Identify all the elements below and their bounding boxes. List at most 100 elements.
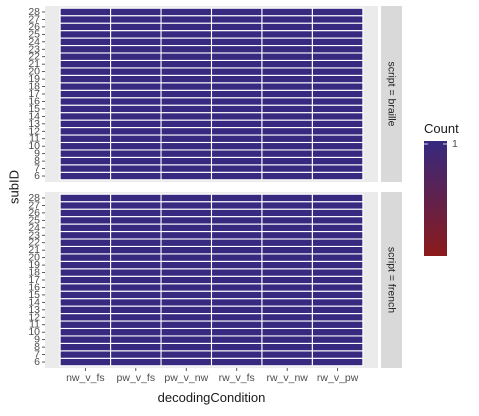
y-tick-label: 18: [28, 267, 40, 279]
heatmap-cell: [59, 305, 112, 315]
heatmap-cell: [160, 30, 213, 39]
x-tick-label: pw_v_nw: [164, 372, 208, 384]
y-tick-label: 8: [34, 155, 40, 167]
heatmap-cell: [160, 22, 213, 32]
heatmap-cell: [311, 230, 364, 240]
heatmap-cell: [261, 59, 313, 69]
heatmap-cell: [261, 149, 313, 158]
heatmap-cell: [210, 275, 263, 285]
heatmap-cell: [210, 320, 263, 330]
facet-panel-2: [45, 192, 378, 368]
heatmap-cell: [210, 171, 263, 181]
heatmap-cell: [160, 149, 213, 158]
heatmap-cell: [160, 15, 213, 24]
heatmap-cell: [59, 52, 112, 61]
heatmap-cell: [261, 104, 313, 114]
heatmap-cell: [160, 216, 213, 225]
heatmap-cell: [160, 223, 213, 233]
heatmap-cell: [311, 313, 364, 322]
heatmap-cell: [210, 335, 263, 344]
heatmap-cell: [160, 275, 213, 285]
heatmap-cell: [160, 290, 213, 300]
heatmap-cell: [160, 238, 213, 247]
heatmap-cell: [110, 283, 162, 292]
strip-background: [381, 6, 402, 182]
heatmap-cell: [261, 112, 313, 121]
heatmap-cell: [160, 193, 213, 203]
y-tick-label: 6: [34, 356, 40, 368]
heatmap-cell: [210, 164, 263, 173]
heatmap-cell: [311, 37, 364, 47]
y-tick-label: 20: [28, 252, 40, 264]
heatmap-cell: [59, 127, 112, 136]
heatmap-cell: [261, 164, 313, 173]
heatmap-cell: [59, 44, 112, 54]
heatmap-cell: [210, 44, 263, 54]
heatmap-cell: [110, 350, 162, 359]
heatmap-cell: [110, 193, 162, 203]
heatmap-cell: [59, 156, 112, 166]
heatmap-cell: [160, 89, 213, 99]
strip-background: [381, 192, 402, 368]
heatmap-cell: [110, 7, 162, 17]
heatmap-cell: [311, 112, 364, 121]
heatmap-cell: [160, 313, 213, 322]
heatmap-cell: [311, 305, 364, 315]
heatmap-cell: [311, 44, 364, 54]
y-tick-label: 18: [28, 81, 40, 93]
heatmap-cell: [59, 275, 112, 285]
heatmap-cell: [210, 119, 263, 129]
y-tick-label: 10: [28, 326, 40, 338]
heatmap-cell: [160, 112, 213, 121]
heatmap-cell: [261, 74, 313, 84]
heatmap-cell: [110, 357, 162, 367]
y-tick-label: 24: [28, 36, 40, 48]
heatmap-cell: [59, 268, 112, 277]
heatmap-cell: [261, 7, 313, 17]
heatmap-cell: [59, 112, 112, 121]
heatmap-cell: [160, 208, 213, 218]
heatmap-cell: [210, 89, 263, 99]
heatmap-cell: [261, 342, 313, 352]
heatmap-cell: [110, 52, 162, 61]
y-tick-label: 24: [28, 222, 40, 234]
heatmap-cell: [311, 149, 364, 158]
heatmap-cell: [160, 350, 213, 359]
heatmap-cell: [311, 298, 364, 307]
heatmap-cell: [110, 67, 162, 76]
heatmap-cell: [110, 313, 162, 322]
y-tick-label: 22: [28, 51, 40, 63]
heatmap-cell: [160, 357, 213, 367]
legend-colorbar: [424, 141, 447, 256]
heatmap-cell: [160, 320, 213, 330]
heatmap-cell: [210, 149, 263, 158]
y-axis-title: subID: [7, 170, 22, 204]
heatmap-cell: [210, 238, 263, 247]
heatmap-cell: [210, 67, 263, 76]
y-tick-label: 26: [28, 21, 40, 33]
heatmap-cell: [261, 335, 313, 344]
heatmap-cell: [210, 253, 263, 262]
heatmap-cell: [59, 149, 112, 158]
heatmap-cell: [59, 298, 112, 307]
heatmap-cell: [59, 89, 112, 99]
heatmap-cell: [261, 283, 313, 292]
heatmap-cell: [311, 89, 364, 99]
heatmap-cell: [261, 275, 313, 285]
facet-panel-1: [45, 6, 378, 182]
heatmap-cell: [110, 298, 162, 307]
heatmap-cell: [59, 67, 112, 76]
heatmap-cell: [110, 37, 162, 47]
heatmap-cell: [210, 7, 263, 17]
heatmap-cell: [311, 52, 364, 61]
heatmap-cell: [160, 298, 213, 307]
heatmap-cell: [210, 283, 263, 292]
heatmap-cell: [311, 59, 364, 69]
heatmap-cell: [210, 37, 263, 47]
y-tick-label: 6: [34, 170, 40, 182]
y-tick-label: 21: [28, 58, 40, 70]
heatmap-cell: [160, 104, 213, 114]
heatmap-cell: [210, 22, 263, 32]
heatmap-cell: [110, 216, 162, 225]
heatmap-cell: [210, 298, 263, 307]
